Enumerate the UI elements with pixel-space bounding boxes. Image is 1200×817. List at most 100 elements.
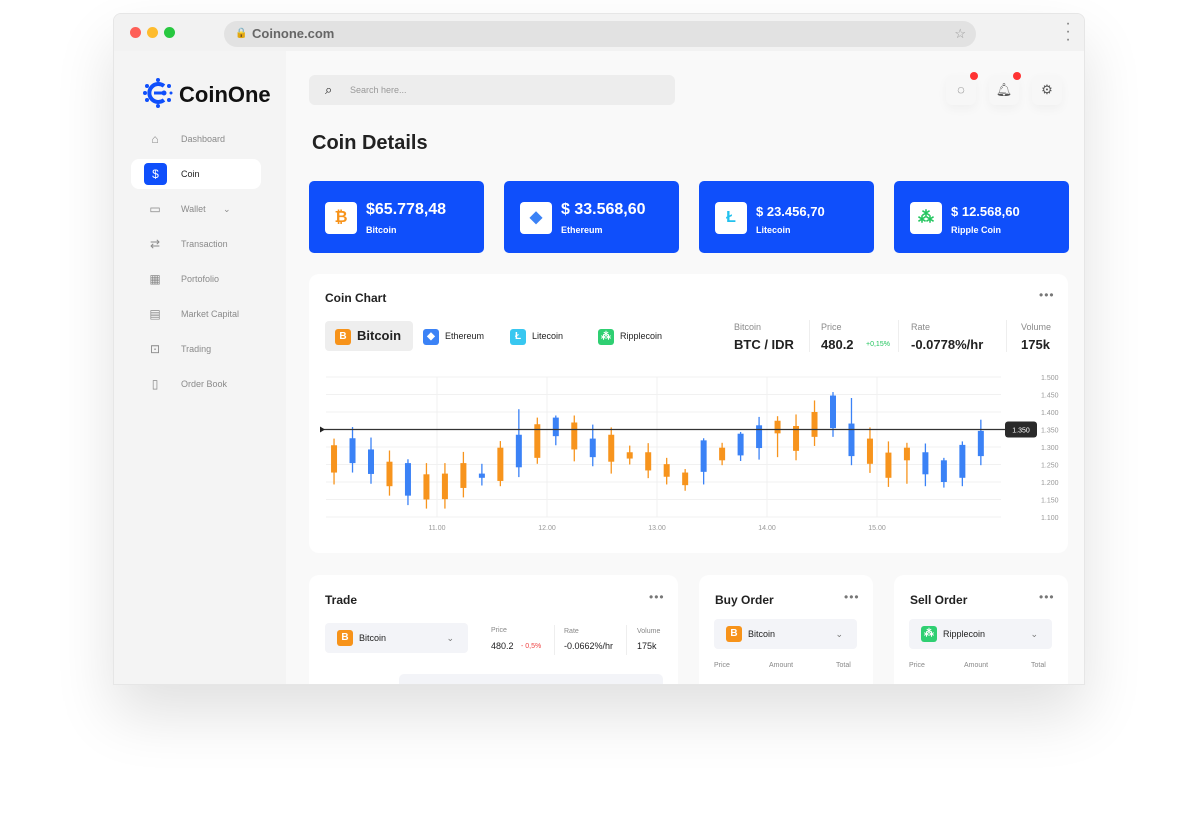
rate-label: Rate <box>911 322 931 332</box>
dollar-coin-icon: $ <box>144 163 167 185</box>
candle-body <box>737 433 744 456</box>
trade-coin-select[interactable]: B Bitcoin ⌄ <box>325 623 468 653</box>
sidebar-item-wallet[interactable]: ▭ Wallet ⌄ <box>131 194 261 224</box>
bitcoin-icon: B <box>335 328 351 345</box>
candle-body <box>756 425 763 449</box>
volume-value: 175k <box>1021 337 1050 352</box>
candle-body <box>571 422 578 450</box>
candle-body <box>977 430 984 457</box>
candle-body <box>404 463 411 496</box>
search-input[interactable]: ⌕ Search here... <box>309 75 675 105</box>
tab-label: Litecoin <box>532 331 564 341</box>
bell-icon: 🔔︎ <box>995 82 1013 97</box>
coin-card-bitcoin[interactable]: ₿ $65.778,48 Bitcoin <box>309 181 484 253</box>
column-header: Price <box>909 662 925 669</box>
briefcase-icon: ▦ <box>149 272 161 286</box>
y-tick-label: 1.350 <box>1041 428 1059 435</box>
sidebar-item-dashboard[interactable]: ⌂ Dashboard <box>131 124 261 154</box>
chat-button[interactable]: ◌ <box>946 72 978 105</box>
candlestick-chart: 1.500 1.450 1.400 1.350 1.300 1.250 1.200 1.150… <box>320 375 1059 532</box>
sidebar-item-transaction[interactable]: ⇄ Transaction <box>131 229 261 259</box>
sidebar-item-coin[interactable]: $ Coin <box>131 159 261 189</box>
trade-form-area[interactable] <box>399 674 663 684</box>
sidebar-item-order-book[interactable]: ▯ Order Book <box>131 369 261 399</box>
ethereum-icon: ◆ <box>423 328 439 345</box>
ripple-icon: ⁂ <box>598 328 614 345</box>
settings-button[interactable]: ⚙ <box>1032 75 1062 105</box>
tab-bitcoin[interactable]: B Bitcoin <box>325 321 413 351</box>
price-label: Price <box>821 322 842 332</box>
address-bar[interactable]: 🔒 Coinone.com ☆ <box>224 21 976 47</box>
candle-body <box>534 424 541 458</box>
bookmark-star-icon[interactable]: ☆ <box>954 26 966 41</box>
ripple-icon: ⁂ <box>910 202 942 234</box>
buy-coin-select[interactable]: B Bitcoin ⌄ <box>714 619 857 649</box>
candle-body <box>848 423 855 457</box>
coin-name: Ethereum <box>561 225 603 235</box>
sidebar-item-market-capital[interactable]: ▤ Market Capital <box>131 299 261 329</box>
current-price-label: 1.350 <box>1012 428 1030 435</box>
candle-body <box>866 438 873 464</box>
more-options-icon[interactable]: ••• <box>1039 590 1055 604</box>
notification-dot <box>970 72 978 80</box>
close-window-button[interactable] <box>130 27 141 38</box>
pair-value: BTC / IDR <box>734 337 794 352</box>
bitcoin-icon: B <box>337 630 353 646</box>
y-tick-label: 1.100 <box>1041 515 1059 522</box>
current-price-marker-icon <box>320 426 325 433</box>
divider <box>809 320 810 352</box>
maximize-window-button[interactable] <box>164 27 175 38</box>
candle-body <box>719 447 726 461</box>
litecoin-icon: Ł <box>715 202 747 234</box>
ethereum-icon: ◆ <box>520 202 552 234</box>
y-tick-label: 1.200 <box>1041 480 1059 487</box>
candle-body <box>460 463 467 488</box>
selected-coin: Bitcoin <box>359 633 387 643</box>
panel-title: Trade <box>325 593 358 607</box>
y-tick-label: 1.150 <box>1041 498 1059 505</box>
coin-card-ripple[interactable]: ⁂ $ 12.568,60 Ripple Coin <box>894 181 1069 253</box>
coin-card-ethereum[interactable]: ◆ $ 33.568,60 Ethereum <box>504 181 679 253</box>
sell-coin-select[interactable]: ⁂ Ripplecoin ⌄ <box>909 619 1052 649</box>
sidebar-item-label: Market Capital <box>181 309 240 319</box>
candle-body <box>700 440 707 472</box>
tab-litecoin[interactable]: Ł Litecoin <box>510 321 563 351</box>
browser-menu-icon[interactable]: · · · <box>1065 15 1071 48</box>
book-icon: ▯ <box>151 377 159 391</box>
sidebar-item-label: Dashboard <box>181 134 226 144</box>
chevron-down-icon[interactable]: ⌄ <box>223 204 231 214</box>
minimize-window-button[interactable] <box>147 27 158 38</box>
candle-body <box>626 452 633 459</box>
sidebar-item-label: Order Book <box>181 379 228 389</box>
divider <box>626 625 627 655</box>
coin-card-litecoin[interactable]: Ł $ 23.456,70 Litecoin <box>699 181 874 253</box>
more-options-icon[interactable]: ••• <box>844 590 860 604</box>
x-tick-label: 12.00 <box>538 525 556 532</box>
sidebar-item-label: Portofolio <box>181 274 220 284</box>
volume-value: 175k <box>637 641 657 651</box>
notifications-button[interactable]: 🔔︎ <box>989 72 1021 105</box>
sidebar-item-label: Trading <box>181 344 212 354</box>
sidebar-item-trading[interactable]: ⊡ Trading <box>131 334 261 364</box>
sidebar-item-portofolio[interactable]: ▦ Portofolio <box>131 264 261 294</box>
coin-chart-panel: Coin Chart ••• B Bitcoin ◆ Ethereum Ł Litec… <box>309 274 1068 553</box>
brand-name: CoinOne <box>179 82 271 107</box>
price-value: 480.2 <box>821 337 854 352</box>
more-options-icon[interactable]: ••• <box>1039 288 1055 302</box>
more-options-icon[interactable]: ••• <box>649 590 665 604</box>
tab-ripplecoin[interactable]: ⁂ Ripplecoin <box>598 321 662 351</box>
brand-logo-icon <box>142 77 174 109</box>
tab-ethereum[interactable]: ◆ Ethereum <box>423 321 484 351</box>
y-tick-label: 1.500 <box>1041 375 1059 382</box>
browser-titlebar: 🔒 Coinone.com ☆ · · · <box>114 14 1084 51</box>
buy-order-panel: Buy Order ••• B Bitcoin ⌄ Price Amount Tot… <box>699 575 873 684</box>
candle-body <box>885 452 892 478</box>
chevron-down-icon: ⌄ <box>1030 629 1038 639</box>
chevron-down-icon: ⌄ <box>835 629 843 639</box>
tab-label: Bitcoin <box>357 328 402 343</box>
candle-body <box>497 447 504 481</box>
sidebar: CoinOne ⌂ Dashboard $ Coin ▭ Wallet ⌄ ⇄ Trans… <box>114 51 286 684</box>
candle-body <box>349 438 356 464</box>
browser-window: 🔒 Coinone.com ☆ · · · CoinOne ⌂ Dashboard $… <box>113 13 1085 685</box>
candle-body <box>423 474 430 500</box>
